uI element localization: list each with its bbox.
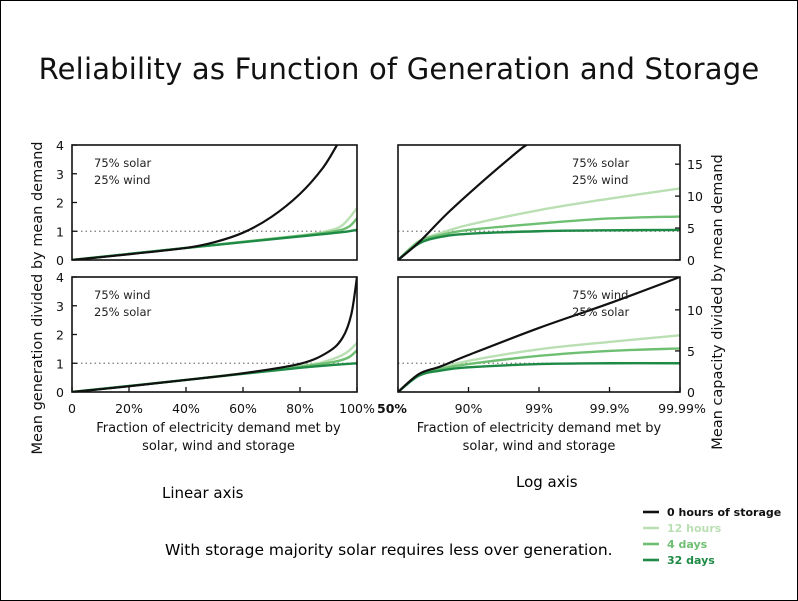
y-tick-label: 10 — [687, 189, 703, 204]
log-axis-caption: Log axis — [516, 473, 578, 491]
series-line-h0 — [72, 277, 357, 392]
mix-annotation: 25% wind — [572, 173, 628, 187]
panel-frame — [397, 144, 681, 261]
mix-annotation: 25% solar — [572, 305, 629, 319]
left-y-axis-label: Mean generation divided by mean demand — [30, 141, 46, 454]
x-tick-label: 40% — [172, 401, 200, 416]
legend-label-d32: 32 days — [667, 554, 715, 567]
y-tick-label: 0 — [687, 253, 695, 268]
y-tick-label: 0 — [56, 253, 64, 268]
x-tick-label: 0 — [68, 401, 76, 416]
legend-label-d4: 4 days — [667, 538, 708, 551]
y-tick-label: 4 — [56, 270, 64, 285]
x-tick-label: 99.9% — [590, 401, 630, 416]
y-tick-label: 5 — [687, 344, 695, 359]
x-tick-label: 99.99% — [658, 401, 706, 416]
x-tick-label: 60% — [229, 401, 257, 416]
y-tick-label: 10 — [687, 303, 703, 318]
x-tick-label: 90% — [455, 401, 483, 416]
y-tick-label: 3 — [56, 299, 64, 314]
y-tick-label: 3 — [56, 167, 64, 182]
panel-frame — [397, 276, 681, 393]
linear-axis-caption: Linear axis — [162, 484, 244, 502]
legend-label-h12: 12 hours — [667, 522, 722, 535]
storage-note: With storage majority solar requires les… — [165, 541, 613, 559]
x-axis-label: solar, wind and storage — [463, 439, 616, 454]
series-line-d32 — [398, 361, 680, 392]
x-axis-label: Fraction of electricity demand met by — [417, 421, 662, 436]
y-tick-label: 2 — [56, 196, 64, 211]
x-tick-label: 99% — [525, 401, 553, 416]
panel-linear-bottom: 0 1 2 3 4 75% wind 25% solar 0 20% 40% 60% 80% 100% F… — [56, 270, 375, 454]
series-line-d4 — [398, 215, 680, 260]
series-line-d4 — [72, 217, 357, 260]
mix-annotation: 75% wind — [572, 288, 628, 302]
mix-annotation: 75% solar — [572, 156, 629, 170]
y-tick-label: 15 — [687, 157, 703, 172]
series-line-h0 — [72, 145, 339, 260]
panel-linear-top: 0 1 2 3 4 75% solar 25% wind — [56, 138, 358, 268]
x-axis-label: Fraction of electricity demand met by — [96, 421, 341, 436]
y-tick-label: 0 — [56, 385, 64, 400]
y-tick-label: 2 — [56, 328, 64, 343]
x-axis-label: solar, wind and storage — [142, 439, 295, 454]
panel-log-top: 0 5 10 15 75% solar 25% wind — [397, 144, 703, 268]
y-tick-label: 5 — [687, 221, 695, 236]
x-tick-label: 80% — [286, 401, 314, 416]
series-line-h0 — [398, 277, 680, 392]
y-tick-label: 1 — [56, 356, 64, 371]
mix-annotation: 75% wind — [94, 288, 150, 302]
mix-annotation: 75% solar — [94, 156, 151, 170]
y-tick-label: 1 — [56, 224, 64, 239]
y-tick-label: 4 — [56, 138, 64, 153]
mix-annotation: 25% wind — [94, 173, 150, 187]
panel-log-bottom: 0 5 10 75% wind 25% solar 50% 90% 99% 99.9% 99.99… — [377, 276, 706, 454]
legend: 0 hours of storage 12 hours 4 days 32 days — [643, 506, 781, 567]
legend-label-h0: 0 hours of storage — [667, 506, 781, 519]
x-tick-label: 100% — [339, 401, 375, 416]
slide-title: Reliability as Function of Generation an… — [38, 52, 760, 86]
mix-annotation: 25% solar — [94, 305, 151, 319]
y-tick-label: 0 — [687, 385, 695, 400]
right-y-axis-label: Mean capacity divided by mean demand — [710, 154, 726, 449]
series-line-d4 — [72, 349, 357, 392]
x-tick-label: 50% — [377, 401, 407, 416]
x-tick-label: 20% — [115, 401, 143, 416]
series-line-h0 — [398, 145, 528, 260]
